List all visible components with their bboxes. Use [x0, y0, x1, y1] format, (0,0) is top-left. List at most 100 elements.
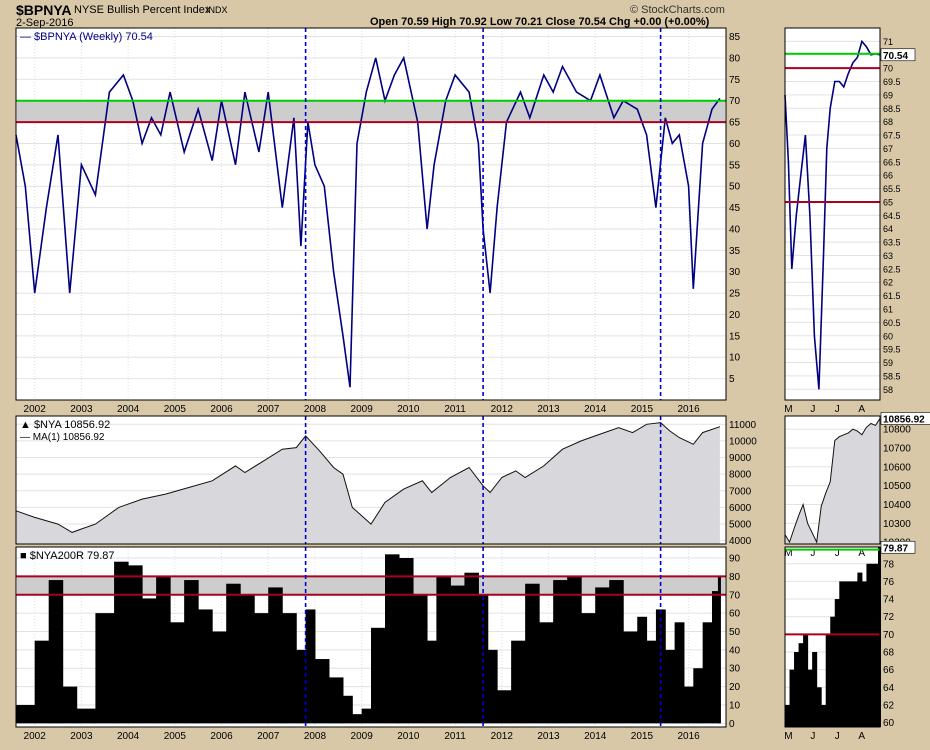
panel-5-title: ■ $NYA200R 79.87: [20, 550, 115, 562]
panel-5-bar: [702, 622, 713, 724]
panel-5-xtick-label: 2011: [444, 731, 466, 742]
panel-5-xtick-label: 2016: [678, 731, 701, 742]
panel-5-bar: [539, 622, 554, 724]
panel-2-ytick-label: 62: [883, 278, 893, 288]
panel-1-ytick-label: 80: [729, 53, 741, 64]
panel-5-bar: [240, 594, 255, 724]
panel-1-xtick-label: 2010: [397, 404, 420, 415]
panel-2-ytick-label: 61: [883, 305, 893, 315]
panel-6-ytick-label: 62: [883, 700, 895, 711]
panel-5-ytick-label: 50: [729, 627, 741, 638]
panel-3-area-line: [15, 422, 721, 533]
panel-2-ytick-label: 61.5: [883, 291, 901, 301]
panel-4-border: [784, 415, 881, 545]
panel-1-xtick-label: 2007: [257, 404, 280, 415]
panel-6-last-value-label: 79.87: [883, 543, 908, 554]
panel-6-last-value-box: [880, 540, 916, 554]
panel-6-xtick-label: M: [784, 731, 792, 742]
panel-5-bar: [226, 583, 241, 724]
panel-2-ytick-label: 60.5: [883, 318, 901, 328]
panel-5-bar: [371, 627, 386, 724]
panel-6-bar: [857, 572, 863, 727]
panel-2-xtick-label: J: [810, 404, 815, 415]
panel-6-ytick-label: 68: [883, 648, 895, 659]
panel-2-ytick-label: 64.5: [883, 211, 901, 221]
panel-2-ytick-label: 63: [883, 251, 893, 261]
panel-2-last-value-label: 70.54: [883, 51, 908, 62]
panel-6-ytick-label: 70: [883, 630, 895, 641]
panel-2-ytick-label: 59.5: [883, 345, 901, 355]
panel-5-xtick-label: 2003: [70, 731, 93, 742]
panel-5-ytick-label: 0: [729, 719, 735, 730]
panel-6-bar: [843, 581, 849, 727]
panel-6-bar: [852, 581, 858, 727]
panel-4-ytick-label: 10700: [883, 444, 911, 455]
symbol-description: NYSE Bullish Percent Index: [74, 4, 211, 16]
panel-1-xtick-label: 2016: [678, 404, 701, 415]
panel-5-bar: [436, 576, 451, 724]
exchange-label: INDX: [206, 5, 228, 15]
panel-6-bar: [830, 616, 836, 727]
panel-2-ytick-label: 68.5: [883, 104, 901, 114]
panel-6-bar: [866, 563, 872, 727]
panel-6-ytick-label: 66: [883, 665, 895, 676]
panel-4-xtick-label: J: [810, 548, 815, 559]
panel-1-border: [15, 27, 727, 401]
panel-2-ytick-label: 67: [883, 144, 893, 154]
panel-2-ytick-label: 71: [883, 37, 893, 47]
panel-4-ytick-label: 10800: [883, 425, 911, 436]
panel-5-bar: [683, 686, 694, 724]
panel-5-xtick-label: 2015: [631, 731, 654, 742]
panel-5-bar: [328, 677, 344, 724]
panel-1-xtick-label: 2005: [164, 404, 187, 415]
panel-5-bar: [254, 613, 269, 724]
panel-5-bar: [34, 640, 50, 724]
panel-6-bar: [798, 643, 804, 727]
panel-5-bar: [142, 598, 157, 724]
panel-1-title: — $BPNYA (Weekly) 70.54: [20, 31, 153, 43]
panel-1-ytick-label: 25: [729, 289, 741, 300]
panel-4-last-value-box: [880, 412, 930, 425]
panel-1-xtick-label: 2003: [70, 404, 93, 415]
panel-6-ytick-label: 78: [883, 559, 895, 570]
panel-1-band: [17, 100, 725, 123]
panel-4-area-fill: [785, 418, 880, 544]
panel-6-ytick-label: 72: [883, 612, 895, 623]
panel-6-bar: [812, 652, 818, 727]
panel-5-bar: [553, 580, 568, 724]
panel-2-ytick-label: 70: [883, 64, 893, 74]
panel-5-bar: [95, 613, 115, 724]
panel-5-bar: [16, 704, 36, 724]
panel-5-border: [15, 546, 727, 728]
panel-2-xtick-label: A: [858, 404, 865, 415]
panel-5-xtick-label: 2006: [210, 731, 233, 742]
panel-5-bar: [665, 649, 676, 724]
panel-3-subtitle: — MA(1) 10856.92: [20, 432, 105, 443]
panel-5-ytick-label: 80: [729, 572, 741, 583]
panel-5-bar: [717, 576, 721, 724]
panel-3-ytick-label: 6000: [729, 503, 752, 514]
panel-4-last-value-label: 10856.92: [883, 414, 925, 425]
panel-5-bar: [48, 580, 64, 724]
panel-5-bar: [342, 695, 353, 724]
panel-5-ytick-label: 70: [729, 590, 741, 601]
panel-5-bar: [637, 616, 648, 724]
panel-1-xtick-label: 2009: [351, 404, 374, 415]
panel-2-ytick-label: 66.5: [883, 157, 901, 167]
panel-2-ytick-label: 59: [883, 358, 893, 368]
panel-6-ytick-label: 74: [883, 595, 895, 606]
panel-3-ytick-label: 4000: [729, 536, 752, 547]
panel-2-xtick-label: J: [835, 404, 840, 415]
panel-1-ytick-label: 35: [729, 246, 741, 257]
panel-3-ytick-label: 11000: [729, 420, 757, 431]
panel-5-bar: [156, 576, 171, 724]
panel-5-bar: [184, 580, 199, 724]
panel-2-series-line: [784, 39, 881, 390]
panel-6-bar: [785, 704, 791, 727]
panel-1-xtick-label: 2011: [444, 404, 466, 415]
panel-5-xtick-label: 2010: [397, 731, 420, 742]
panel-3-title: ▲ $NYA 10856.92: [20, 419, 110, 431]
panel-1-ytick-label: 45: [729, 203, 741, 214]
panel-5-bar: [487, 649, 498, 724]
panel-5-bar: [609, 580, 624, 724]
